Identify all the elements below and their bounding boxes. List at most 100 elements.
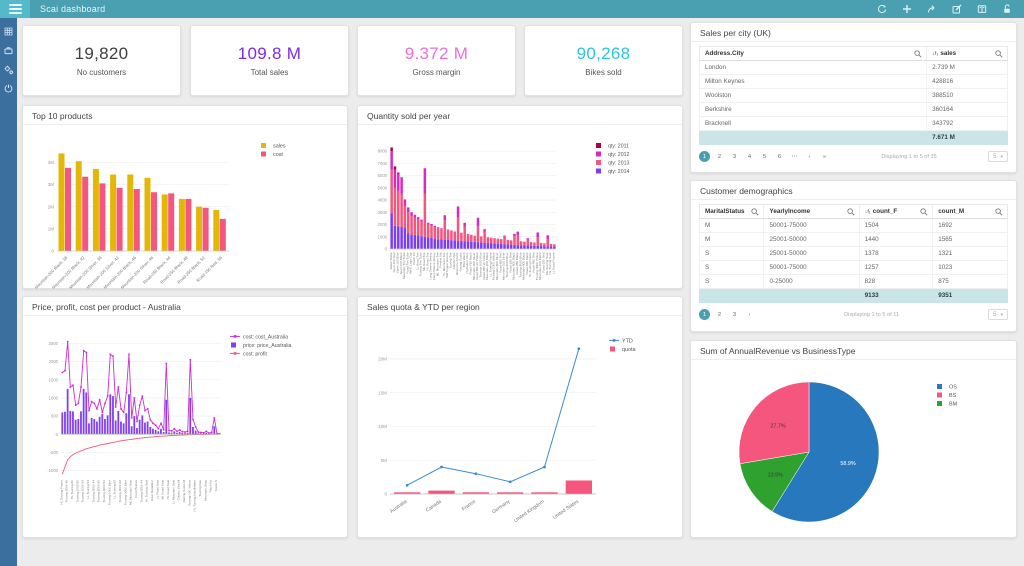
table-cell: 1504 xyxy=(860,219,934,232)
page-size-select[interactable]: 5 ▾ xyxy=(988,151,1008,162)
table-row[interactable]: S 25001-50000 1378 1321 xyxy=(699,247,1008,261)
page-button[interactable]: 3 xyxy=(732,153,737,160)
svg-text:United Kingdom: United Kingdom xyxy=(513,499,546,524)
table-row[interactable]: S 0-25000 828 875 xyxy=(699,275,1008,289)
page-button[interactable]: 1 xyxy=(699,151,710,162)
svg-text:0: 0 xyxy=(51,249,54,254)
table-cell: 25001-50000 xyxy=(764,233,860,246)
page-button[interactable]: 6 xyxy=(777,153,782,160)
refresh-icon[interactable] xyxy=(876,4,887,15)
panel-quantity-per-year: Quantity sold per year 0 1000 2000 3000 4000… xyxy=(357,105,683,289)
page-button[interactable]: 2 xyxy=(717,153,722,160)
page-button[interactable]: › xyxy=(748,311,751,318)
annual-revenue-pie-chart: 58.9% 13.5% 27.7% OS BS BM xyxy=(691,360,1016,544)
table-row[interactable]: Milton Keynes 428816 xyxy=(699,75,1008,89)
table-row[interactable]: Bracknell 343792 xyxy=(699,117,1008,131)
hamburger-menu-icon[interactable] xyxy=(0,0,30,18)
table-row[interactable]: S 50001-75000 1257 1023 xyxy=(699,261,1008,275)
page-button[interactable]: 4 xyxy=(747,153,752,160)
kpi-value: 9.372 M xyxy=(404,44,469,63)
svg-text:5000: 5000 xyxy=(378,185,388,190)
svg-text:Road-250 Red: Road-250 Red xyxy=(542,252,546,272)
table-row[interactable]: Berkshire 360164 xyxy=(699,103,1008,117)
quantity-per-year-svg: 0 1000 2000 3000 4000 5000 6000 7000 8000 Water B… xyxy=(378,143,629,281)
svg-text:Road-450 Red: Road-450 Red xyxy=(532,252,536,272)
svg-text:ML Touring Seat: ML Touring Seat xyxy=(545,252,549,274)
page-button[interactable]: › xyxy=(808,153,811,160)
svg-text:Touring-1000 50: Touring-1000 50 xyxy=(75,480,79,503)
panel-sales-quota-ytd: Sales quota & YTD per region 0 5M 10M 15M 20… xyxy=(357,296,683,538)
search-icon[interactable] xyxy=(846,207,855,216)
table-header: MaritalStatus YearlyIncome ↓f₁ count_F count… xyxy=(699,204,1008,219)
page-button[interactable]: ⋯ xyxy=(791,153,798,160)
page-button[interactable]: 2 xyxy=(717,311,722,318)
table-row[interactable]: London 2.739 M xyxy=(699,61,1008,75)
column-header[interactable]: ↓f₁ sales xyxy=(927,47,1007,60)
edit-icon[interactable] xyxy=(951,4,962,15)
svg-text:27.7%: 27.7% xyxy=(770,424,785,430)
kpi-value: 19,820 xyxy=(74,44,129,63)
book-icon[interactable] xyxy=(976,4,987,15)
briefcase-icon[interactable] xyxy=(3,45,14,56)
column-label: count_F xyxy=(872,208,898,215)
svg-text:20M: 20M xyxy=(378,356,387,361)
svg-text:Touring Tire: Touring Tire xyxy=(449,252,453,268)
column-header[interactable]: YearlyIncome xyxy=(764,205,860,218)
table-row[interactable]: M 50001-75000 1504 1692 xyxy=(699,219,1008,233)
page-button[interactable]: 3 xyxy=(732,311,737,318)
svg-text:ML Road Tire: ML Road Tire xyxy=(422,252,426,271)
grid-icon[interactable] xyxy=(3,26,14,37)
page-button[interactable]: 5 xyxy=(762,153,767,160)
svg-text:Socks S: Socks S xyxy=(214,480,218,491)
svg-text:Touring-3000 Blue: Touring-3000 Blue xyxy=(123,480,127,505)
svg-text:1500: 1500 xyxy=(49,377,59,382)
search-icon[interactable] xyxy=(995,49,1003,58)
table-row[interactable]: Woolston 388510 xyxy=(699,89,1008,103)
column-header[interactable]: MaritalStatus xyxy=(700,205,765,218)
svg-text:HL Touring Frame: HL Touring Frame xyxy=(528,252,532,277)
sort-numeric-icon[interactable]: ↓f₁ xyxy=(932,50,939,57)
search-icon[interactable] xyxy=(995,207,1003,216)
svg-text:Touring-100 Yellow: Touring-100 Yellow xyxy=(187,479,191,506)
table-cell: Woolston xyxy=(700,89,928,102)
table-row[interactable]: M 25001-50000 1440 1565 xyxy=(699,233,1008,247)
table-cell: M xyxy=(700,219,765,232)
svg-text:Mountain-400 Silver: Mountain-400 Silver xyxy=(472,253,476,281)
page-button[interactable]: 1 xyxy=(699,309,710,320)
pie-slice-BS xyxy=(738,381,810,464)
sales-per-city-table: Address.City ↓f₁ sales London 2.739 M Milton … xyxy=(691,42,1016,162)
search-icon[interactable] xyxy=(920,207,928,216)
svg-text:4M: 4M xyxy=(48,160,55,165)
svg-text:0: 0 xyxy=(56,432,59,437)
summary-row: 9133 9351 xyxy=(699,289,1008,303)
svg-text:BM: BM xyxy=(949,401,958,407)
column-header[interactable]: count_M xyxy=(933,205,1007,218)
column-header[interactable]: Address.City xyxy=(700,47,928,60)
svg-text:HL Touring Handlebars: HL Touring Handlebars xyxy=(193,480,197,512)
page-size-select[interactable]: 5 ▾ xyxy=(988,309,1008,320)
svg-text:BS: BS xyxy=(949,393,957,399)
search-icon[interactable] xyxy=(751,207,759,216)
share-icon[interactable] xyxy=(926,4,937,15)
table-cell: Bracknell xyxy=(700,117,928,130)
table-footer: 1 2 3 4 5 6 ⋯ › » Displaying 1 to 5 of 35 5 ▾ xyxy=(691,145,1016,162)
svg-text:Mountain-100 Silver: Mountain-100 Silver xyxy=(502,253,506,281)
page-button[interactable]: » xyxy=(822,153,827,160)
svg-text:LL Road Tire: LL Road Tire xyxy=(415,252,419,270)
svg-text:1000: 1000 xyxy=(378,234,388,239)
svg-text:58.9%: 58.9% xyxy=(840,461,855,467)
column-header[interactable]: ↓f₁ count_F xyxy=(860,205,934,218)
add-icon[interactable] xyxy=(901,4,912,15)
svg-text:Racing Socks M: Racing Socks M xyxy=(182,480,186,503)
table-cell: 875 xyxy=(938,278,949,285)
search-icon[interactable] xyxy=(914,49,922,58)
svg-text:Hydration Pack: Hydration Pack xyxy=(465,252,469,273)
svg-text:Touring-3000 44: Touring-3000 44 xyxy=(91,480,95,503)
kpi-label: Total sales xyxy=(250,68,289,77)
unlock-icon[interactable] xyxy=(1001,4,1012,15)
svg-text:ML Road Seat: ML Road Seat xyxy=(161,480,165,500)
cogs-icon[interactable] xyxy=(3,64,14,75)
power-icon[interactable] xyxy=(3,83,14,94)
sort-numeric-icon[interactable]: ↓f₁ xyxy=(864,208,871,215)
svg-text:LL Touring Frame: LL Touring Frame xyxy=(488,252,492,276)
